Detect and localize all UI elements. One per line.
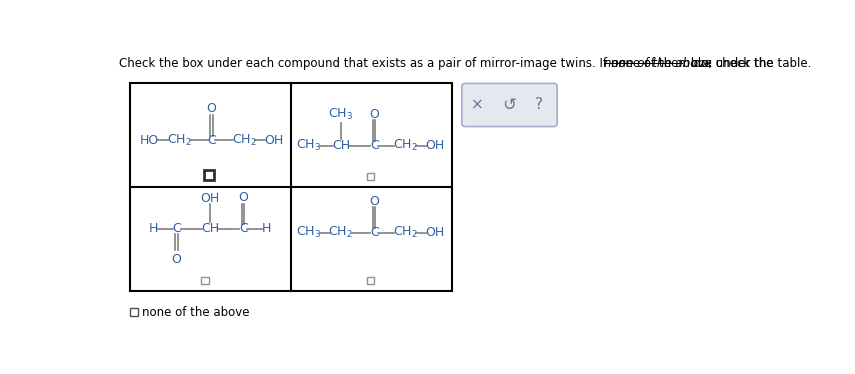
Text: ×: × [471, 98, 484, 113]
Text: CH$_2$: CH$_2$ [392, 138, 418, 153]
Bar [130, 83, 451, 291]
Text: O: O [172, 253, 181, 266]
FancyBboxPatch shape [462, 83, 557, 126]
Text: C: C [172, 223, 181, 235]
Text: C: C [239, 223, 248, 235]
Text: CH: CH [201, 223, 219, 235]
Text: H: H [262, 223, 271, 235]
Text: ?: ? [534, 98, 543, 113]
Text: O: O [207, 102, 216, 115]
Text: box under the table.: box under the table. [687, 57, 811, 70]
Text: O: O [369, 108, 379, 121]
Text: CH$_3$: CH$_3$ [328, 107, 353, 123]
Text: CH$_3$: CH$_3$ [296, 138, 321, 153]
Text: C: C [370, 139, 379, 152]
Text: none of the above: none of the above [604, 57, 712, 70]
Bar [203, 171, 214, 180]
Text: OH: OH [264, 134, 283, 147]
Text: O: O [369, 195, 379, 208]
Text: OH: OH [425, 226, 445, 239]
Text: CH$_2$: CH$_2$ [232, 133, 256, 148]
Text: CH$_3$: CH$_3$ [296, 225, 321, 240]
Text: none of the above: none of the above [142, 306, 250, 319]
Bar [367, 173, 374, 180]
Bar [202, 277, 209, 284]
Bar [130, 308, 138, 316]
Text: HO: HO [140, 134, 159, 147]
Text: OH: OH [200, 191, 220, 205]
Text: CH$_2$: CH$_2$ [167, 133, 192, 148]
Text: CH$_2$: CH$_2$ [392, 225, 418, 240]
Text: CH$_2$: CH$_2$ [328, 225, 353, 240]
Text: Check the box under each compound that exists as a pair of mirror-image twins. I: Check the box under each compound that e… [119, 57, 776, 70]
Text: C: C [207, 134, 215, 147]
Text: C: C [370, 226, 379, 239]
Text: O: O [239, 191, 248, 204]
Text: CH: CH [332, 139, 350, 152]
Text: H: H [149, 223, 158, 235]
Text: OH: OH [425, 139, 445, 152]
Bar [367, 277, 374, 284]
Text: ↺: ↺ [502, 96, 516, 114]
